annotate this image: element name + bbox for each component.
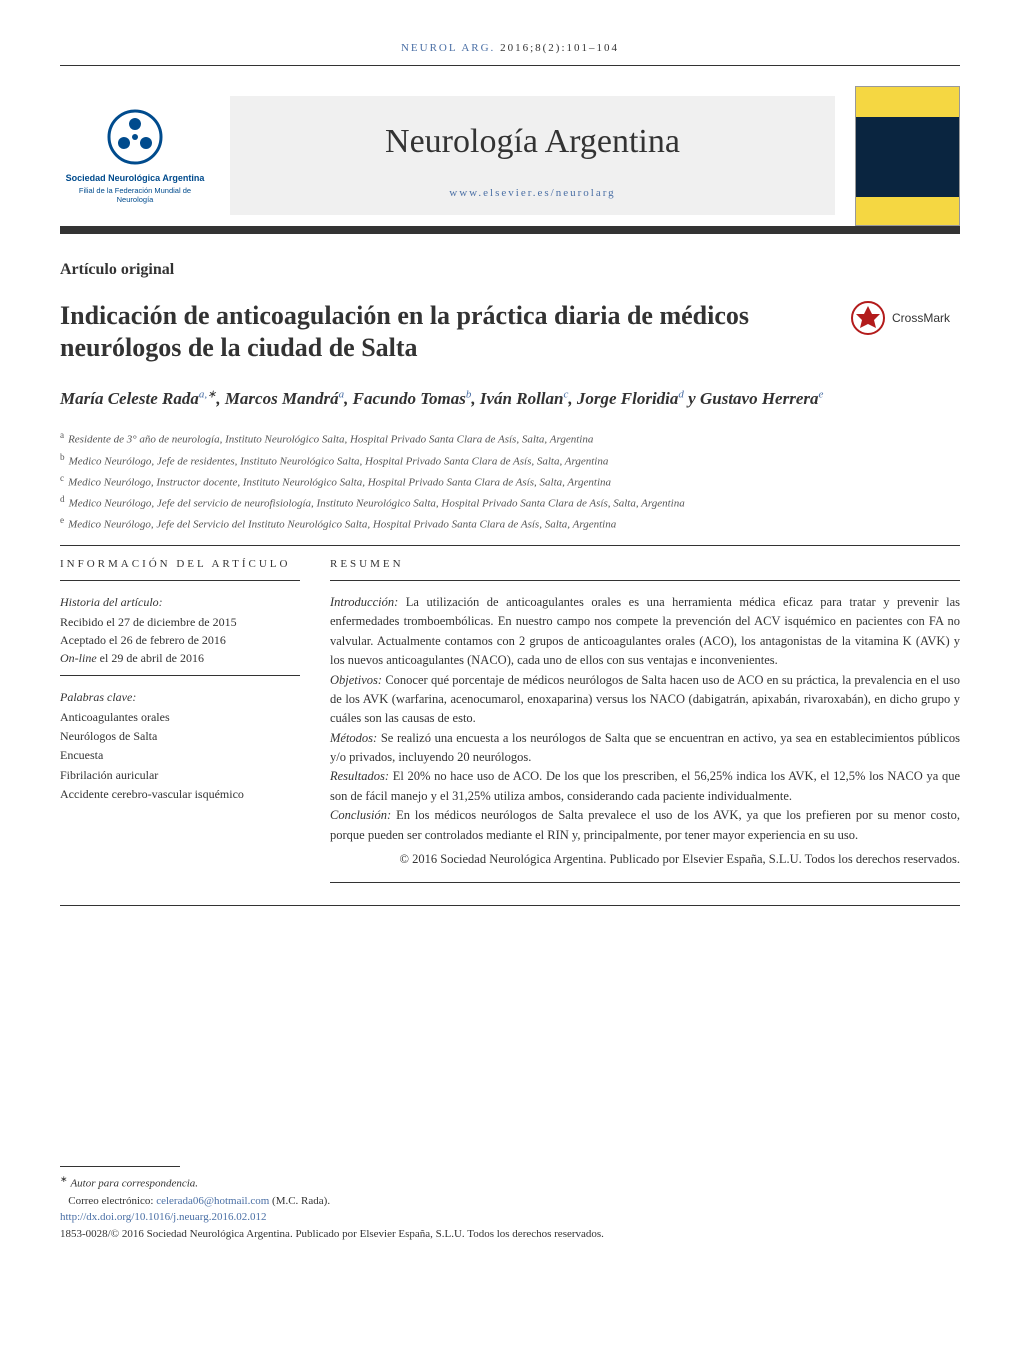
- abstract-run-in: Métodos:: [330, 731, 377, 745]
- abstract-paragraph: Conclusión: En los médicos neurólogos de…: [330, 806, 960, 845]
- society-sub: Filial de la Federación Mundial de Neuro…: [60, 186, 210, 204]
- history-accepted: Aceptado el 26 de febrero de 2016: [60, 631, 300, 649]
- abstract-run-in: Conclusión:: [330, 808, 391, 822]
- crossmark-label: CrossMark: [892, 309, 950, 327]
- abstract-run-in: Resultados:: [330, 769, 389, 783]
- email-label: Correo electrónico:: [68, 1195, 153, 1207]
- society-name: Sociedad Neurológica Argentina: [60, 173, 210, 184]
- author-aff-sup: a: [339, 388, 345, 400]
- top-rule: [60, 65, 960, 66]
- keywords-rule: [60, 675, 300, 676]
- keyword: Fibrilación auricular: [60, 766, 300, 785]
- rule-after-abstract: [60, 905, 960, 906]
- keywords-list: Anticoagulantes oralesNeurólogos de Salt…: [60, 708, 300, 804]
- corr-email-line: Correo electrónico: celerada06@hotmail.c…: [60, 1193, 960, 1210]
- keywords-label: Palabras clave:: [60, 688, 300, 706]
- author-aff-sup: e: [819, 388, 824, 400]
- journal-url[interactable]: www.elsevier.es/neurolarg: [250, 185, 815, 202]
- article-info-column: INFORMACIÓN DEL ARTÍCULO Historia del ar…: [60, 556, 300, 896]
- masthead: Sociedad Neurológica Argentina Filial de…: [60, 86, 960, 226]
- abstract-body: Introducción: La utilización de anticoag…: [330, 593, 960, 845]
- footnote-rule: [60, 1166, 180, 1167]
- journal-cover-thumb: [855, 86, 960, 226]
- abstract-run-in: Introducción:: [330, 595, 398, 609]
- affiliation-line: aResidente de 3° año de neurología, Inst…: [60, 428, 960, 449]
- online-label: On-line: [60, 651, 97, 665]
- issn-line: 1853-0028/© 2016 Sociedad Neurológica Ar…: [60, 1226, 960, 1243]
- corr-email-author: (M.C. Rada).: [272, 1195, 330, 1207]
- author-aff-sup: a,: [199, 388, 207, 400]
- author-aff-sup: b: [466, 388, 472, 400]
- abstract-paragraph: Resultados: El 20% no hace uso de ACO. D…: [330, 767, 960, 806]
- abstract-column: RESUMEN Introducción: La utilización de …: [330, 556, 960, 896]
- thick-rule: [60, 226, 960, 234]
- abstract-bottom-rule: [330, 882, 960, 883]
- abstract-paragraph: Introducción: La utilización de anticoag…: [330, 593, 960, 671]
- keyword: Neurólogos de Salta: [60, 727, 300, 746]
- abstract-heading: RESUMEN: [330, 556, 960, 573]
- running-journal-abbrev: NEUROL ARG.: [401, 42, 495, 54]
- corr-label: Autor para correspondencia.: [70, 1178, 198, 1190]
- article-info-rule: [60, 580, 300, 581]
- crossmark-badge[interactable]: CrossMark: [850, 300, 960, 336]
- author-name: Iván Rollan: [480, 389, 564, 408]
- running-citation: 2016;8(2):101–104: [500, 42, 619, 54]
- author-name: Marcos Mandrá: [225, 389, 339, 408]
- author-aff-sup: c: [563, 388, 568, 400]
- crossmark-icon: [850, 300, 886, 336]
- abstract-paragraph: Métodos: Se realizó una encuesta a los n…: [330, 729, 960, 768]
- affiliation-line: eMedico Neurólogo, Jefe del Servicio del…: [60, 513, 960, 534]
- authors: María Celeste Radaa,∗, Marcos Mandráa, F…: [60, 387, 960, 411]
- affiliation-line: dMedico Neurólogo, Jefe del servicio de …: [60, 492, 960, 513]
- author-name: Gustavo Herrera: [700, 389, 819, 408]
- society-logo-icon: [105, 107, 165, 167]
- journal-block: Neurología Argentina www.elsevier.es/neu…: [230, 96, 835, 216]
- author-name: Jorge Floridia: [577, 389, 679, 408]
- affiliation-line: cMedico Neurólogo, Instructor docente, I…: [60, 471, 960, 492]
- society-logo: Sociedad Neurológica Argentina Filial de…: [60, 107, 210, 204]
- article-type: Artículo original: [60, 258, 960, 282]
- doi-link[interactable]: http://dx.doi.org/10.1016/j.neuarg.2016.…: [60, 1209, 960, 1226]
- affiliations: aResidente de 3° año de neurología, Inst…: [60, 428, 960, 534]
- keyword: Accidente cerebro-vascular isquémico: [60, 785, 300, 804]
- journal-title: Neurología Argentina: [250, 116, 815, 167]
- keyword: Anticoagulantes orales: [60, 708, 300, 727]
- corresponding-author: ∗ Autor para correspondencia.: [60, 1173, 960, 1192]
- article-title: Indicación de anticoagulación en la prác…: [60, 300, 830, 365]
- running-header: NEUROL ARG. 2016;8(2):101–104: [60, 40, 960, 57]
- abstract-rule: [330, 580, 960, 581]
- history-online: On-line el 29 de abril de 2016: [60, 649, 300, 667]
- history-received: Recibido el 27 de diciembre de 2015: [60, 613, 300, 631]
- keyword: Encuesta: [60, 746, 300, 765]
- corr-email[interactable]: celerada06@hotmail.com: [156, 1195, 269, 1207]
- rule-after-affiliations: [60, 545, 960, 546]
- history-label: Historia del artículo:: [60, 593, 300, 611]
- affiliation-line: bMedico Neurólogo, Jefe de residentes, I…: [60, 450, 960, 471]
- online-date: el 29 de abril de 2016: [100, 651, 204, 665]
- abstract-paragraph: Objetivos: Conocer qué porcentaje de méd…: [330, 671, 960, 729]
- footer: ∗ Autor para correspondencia. Correo ele…: [60, 1166, 960, 1242]
- info-abstract-row: INFORMACIÓN DEL ARTÍCULO Historia del ar…: [60, 556, 960, 896]
- abstract-run-in: Objetivos:: [330, 673, 382, 687]
- author-aff-sup: d: [678, 388, 684, 400]
- abstract-copyright: © 2016 Sociedad Neurológica Argentina. P…: [330, 851, 960, 869]
- article-info-heading: INFORMACIÓN DEL ARTÍCULO: [60, 556, 300, 573]
- author-corr-sup: ∗: [207, 388, 216, 400]
- title-row: Indicación de anticoagulación en la prác…: [60, 300, 960, 365]
- author-name: María Celeste Rada: [60, 389, 199, 408]
- author-name: Facundo Tomas: [353, 389, 466, 408]
